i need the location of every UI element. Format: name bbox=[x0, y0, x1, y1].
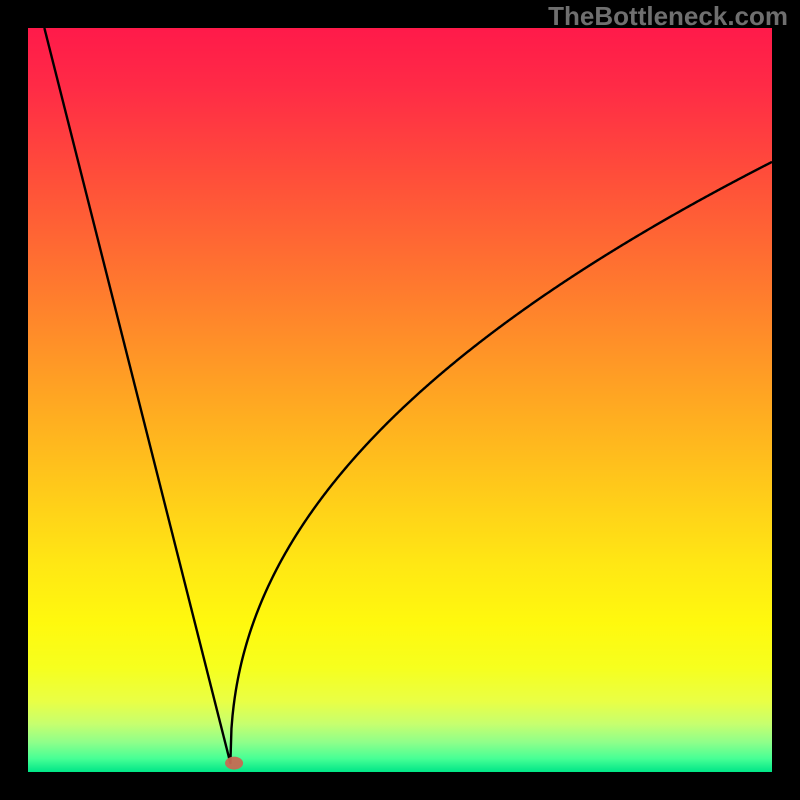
optimum-marker bbox=[225, 757, 243, 770]
watermark-text: TheBottleneck.com bbox=[548, 1, 788, 32]
bottleneck-chart bbox=[28, 28, 772, 772]
chart-frame: TheBottleneck.com bbox=[0, 0, 800, 800]
